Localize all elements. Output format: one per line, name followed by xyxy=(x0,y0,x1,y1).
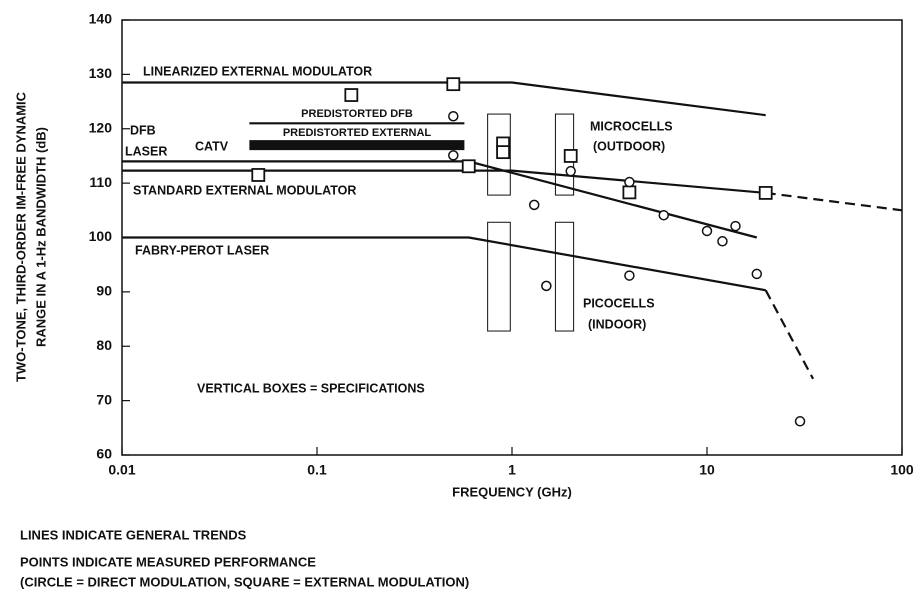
circle-point xyxy=(717,236,728,247)
square-point xyxy=(344,88,359,102)
annotation: (OUTDOOR) xyxy=(593,139,665,153)
x-tick-label: 0.1 xyxy=(307,462,327,478)
annotation: DFB xyxy=(130,123,156,137)
circle-point xyxy=(751,268,763,280)
x-tick-label: 10 xyxy=(699,462,715,478)
note: POINTS INDICATE MEASURED PERFORMANCE xyxy=(20,554,316,569)
square-point xyxy=(461,159,476,174)
circle-point xyxy=(448,150,459,161)
y-tick-label: 80 xyxy=(96,337,112,353)
circle-point xyxy=(541,280,552,292)
square-point xyxy=(496,145,510,160)
y-tick-label: 120 xyxy=(89,119,113,135)
y-tick-label: 110 xyxy=(89,174,112,190)
square-point xyxy=(758,186,773,200)
annotation: CATV xyxy=(195,139,229,153)
y-tick-label: 140 xyxy=(89,11,113,27)
annotation: VERTICAL BOXES = SPECIFICATIONS xyxy=(197,381,425,395)
square-point xyxy=(563,149,578,163)
x-tick-label: 100 xyxy=(890,462,914,478)
annotation: LINEARIZED EXTERNAL MODULATOR xyxy=(143,64,372,78)
annotation: STANDARD EXTERNAL MODULATOR xyxy=(133,183,356,197)
circle-point xyxy=(658,209,669,221)
annotation: PREDISTORTED EXTERNAL xyxy=(283,127,432,139)
y-tick-label: 60 xyxy=(96,446,112,462)
y-axis-label: RANGE IN A 1-Hz BANDWIDTH (dB) xyxy=(33,127,48,347)
y-axis-label: TWO-TONE, THIRD-ORDER IM-FREE DYNAMIC xyxy=(13,91,28,382)
trend-line xyxy=(122,81,766,117)
note: LINES INDICATE GENERAL TRENDS xyxy=(20,527,247,542)
trend-line xyxy=(765,191,903,212)
trend-line xyxy=(122,160,758,239)
circle-point xyxy=(624,176,635,188)
circle-point xyxy=(794,416,806,427)
y-tick-label: 130 xyxy=(89,65,113,81)
square-point xyxy=(251,168,266,182)
x-tick-label: 1 xyxy=(508,462,516,478)
spec-box xyxy=(487,113,511,196)
circle-point xyxy=(701,225,713,237)
annotation: FABRY-PEROT LASER xyxy=(135,243,269,257)
x-tick-label: 0.01 xyxy=(108,462,135,478)
trend-line xyxy=(122,236,766,292)
spec-box xyxy=(554,221,575,332)
circle-point xyxy=(448,110,459,122)
circle-point xyxy=(528,199,540,211)
note: (CIRCLE = DIRECT MODULATION, SQUARE = EX… xyxy=(20,574,469,589)
x-axis-label: FREQUENCY (GHz) xyxy=(452,484,572,499)
y-tick-label: 70 xyxy=(96,391,112,407)
trend-line xyxy=(764,289,815,380)
annotation: PICOCELLS xyxy=(583,296,655,310)
annotation: LASER xyxy=(125,144,167,158)
circle-point xyxy=(624,270,635,281)
spec-box xyxy=(487,221,511,332)
circle-point xyxy=(565,165,576,177)
annotation: MICROCELLS xyxy=(590,119,673,133)
y-tick-label: 90 xyxy=(96,283,112,299)
annotation: PREDISTORTED DFB xyxy=(301,108,413,120)
square-point xyxy=(446,77,461,92)
y-tick-label: 100 xyxy=(89,228,113,244)
square-point xyxy=(622,185,637,200)
circle-point xyxy=(730,220,741,232)
annotation: (INDOOR) xyxy=(588,317,646,331)
